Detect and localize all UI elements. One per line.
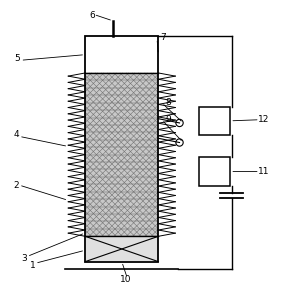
Text: 1: 1 [30,260,36,269]
Bar [199,107,230,135]
Bar [86,37,158,72]
Text: 9: 9 [165,115,171,124]
Bar [86,236,158,261]
Bar [199,157,230,186]
Text: 4: 4 [13,131,19,139]
Text: 11: 11 [258,167,270,176]
Text: 5: 5 [15,54,20,63]
Text: 10: 10 [120,274,132,284]
Text: 3: 3 [22,254,27,263]
Text: 12: 12 [258,115,270,124]
Text: 2: 2 [13,181,19,190]
Bar [85,36,158,262]
Bar [85,73,158,236]
Text: 7: 7 [160,33,166,42]
Text: 6: 6 [89,11,95,20]
Text: 8: 8 [165,98,171,107]
